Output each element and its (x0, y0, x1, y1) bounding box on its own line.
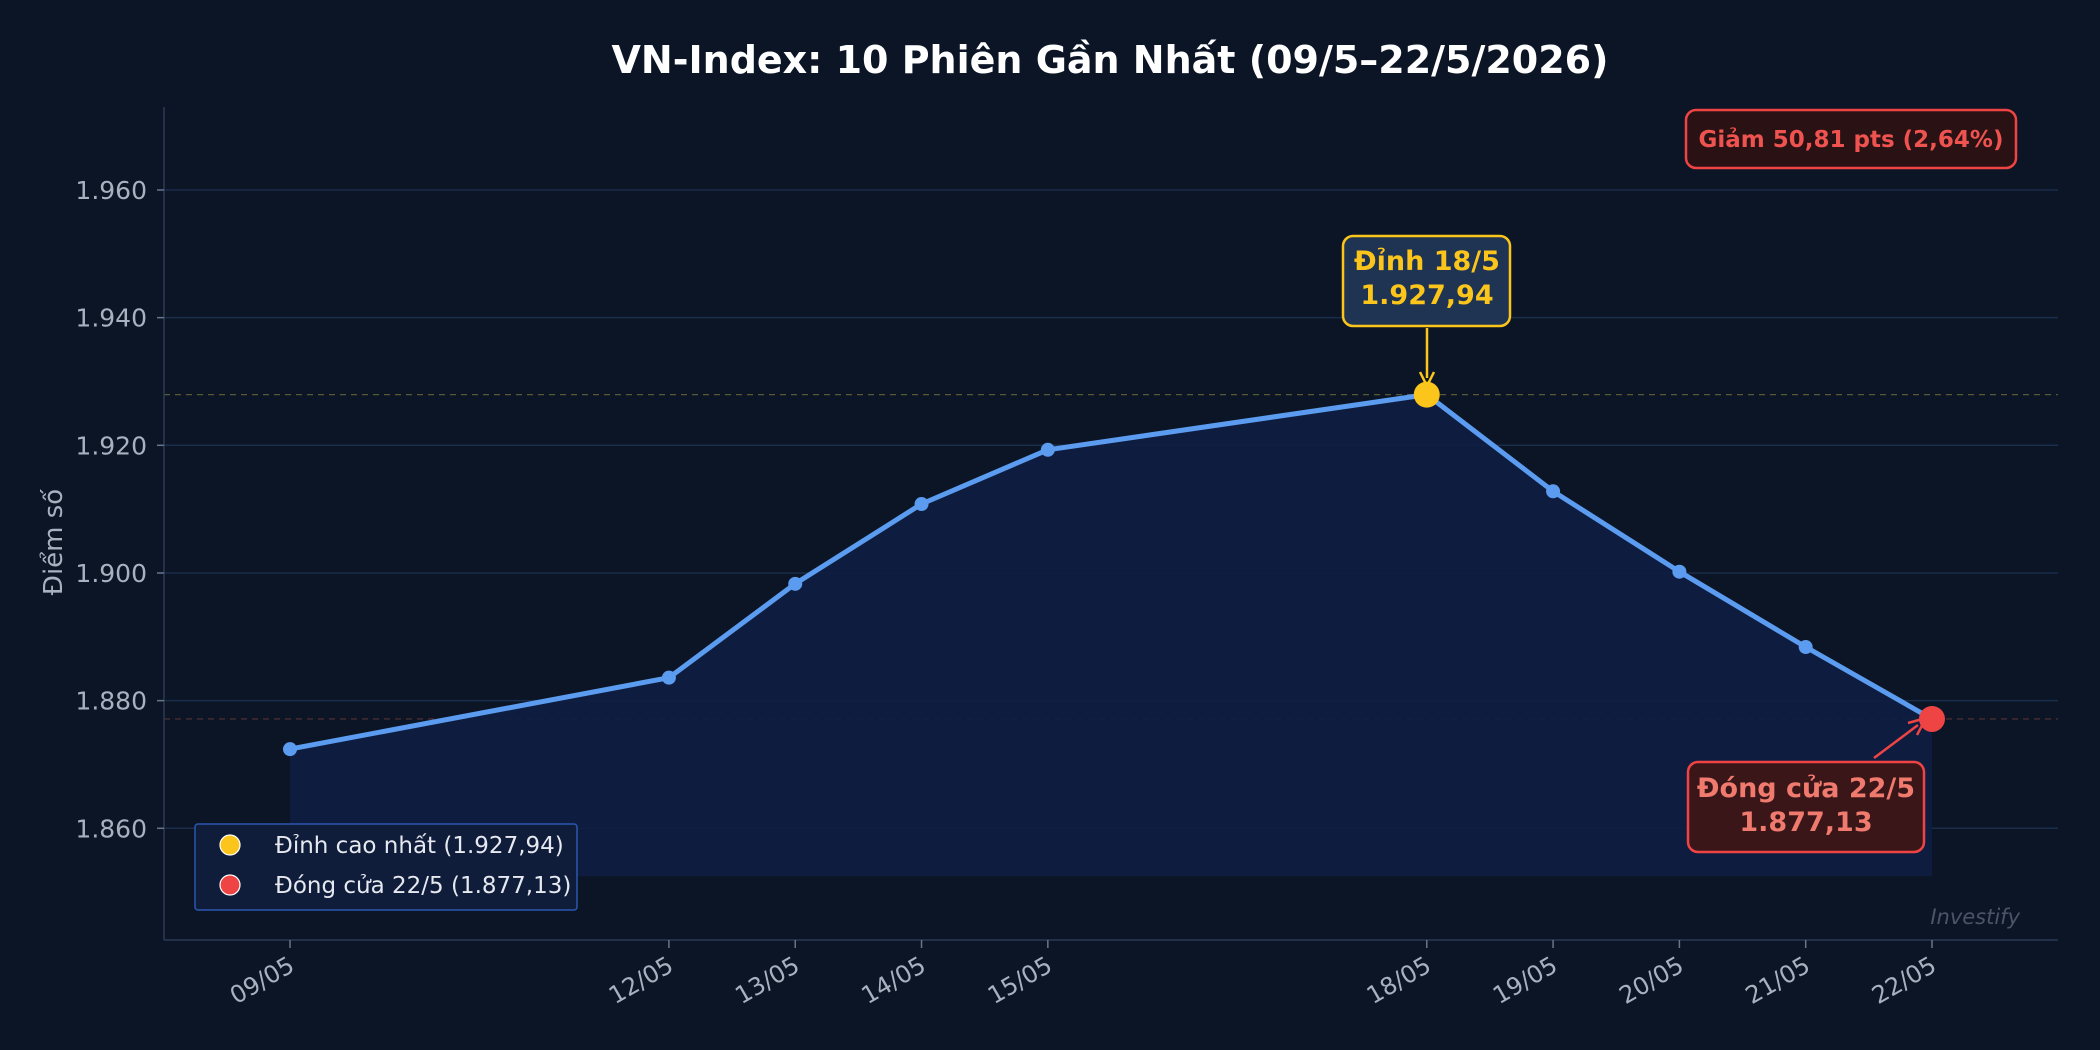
y-tick-label-3: 1.920 (75, 431, 147, 460)
data-point-8 (1798, 640, 1813, 655)
legend-marker-close (219, 874, 241, 896)
close-annotation-arrowhead (1907, 716, 1929, 736)
peak-annotation: Đỉnh 18/5 1.927,94 (1341, 234, 1512, 389)
legend: Đỉnh cao nhất (1.927,94) Đóng cửa 22/5 (… (194, 823, 578, 911)
legend-box (194, 823, 578, 911)
close-annotation-box (1686, 760, 1926, 854)
data-point-7 (1672, 564, 1687, 579)
y-tick-label-0: 1.860 (75, 814, 147, 843)
area-fill (290, 394, 1932, 877)
data-point-6 (1546, 484, 1561, 499)
y-tick-labels: 1.860 1.880 1.900 1.920 1.940 1.960 (75, 176, 164, 843)
change-badge-box (1684, 108, 2018, 170)
peak-marker (1413, 381, 1440, 408)
peak-annotation-box (1341, 234, 1512, 328)
data-point-2 (788, 576, 803, 591)
close-annotation-title: Đóng cửa 22/5 (1697, 773, 1915, 804)
data-point-0 (283, 742, 297, 757)
data-point-1 (661, 670, 676, 685)
watermark: Investify (1930, 905, 2020, 929)
change-badge-text: Giảm 50,81 pts (2,64%) (1699, 127, 2004, 153)
y-tick-label-2: 1.900 (75, 559, 147, 588)
y-tick-label-1: 1.880 (75, 687, 147, 716)
legend-label-peak: Đỉnh cao nhất (1.927,94) (275, 833, 564, 859)
close-annotation-value: 1.877,13 (1739, 807, 1872, 838)
close-annotation: Đóng cửa 22/5 1.877,13 (1686, 716, 1929, 854)
area-fill-layer (290, 394, 1932, 877)
legend-label-close: Đóng cửa 22/5 (1.877,13) (275, 873, 571, 899)
peak-annotation-arrowhead (1418, 371, 1436, 389)
peak-annotation-title: Đỉnh 18/5 (1354, 246, 1500, 277)
y-tick-label-4: 1.940 (75, 304, 147, 333)
chart-title: VN-Index: 10 Phiên Gần Nhất (09/5–22/5/2… (612, 38, 1609, 82)
peak-annotation-value: 1.927,94 (1360, 280, 1493, 311)
close-annotation-arrow (1873, 724, 1919, 759)
data-point-4 (1040, 442, 1055, 457)
y-tick-label-5: 1.960 (75, 176, 147, 205)
axes (163, 107, 2058, 941)
series-line (287, 392, 1935, 752)
change-badge: Giảm 50,81 pts (2,64%) (1684, 108, 2018, 170)
y-axis-label: Điểm số (38, 489, 69, 596)
legend-marker-peak (219, 834, 241, 856)
series-layer (283, 381, 1945, 757)
data-point-3 (914, 497, 929, 512)
close-marker (1919, 705, 1945, 732)
